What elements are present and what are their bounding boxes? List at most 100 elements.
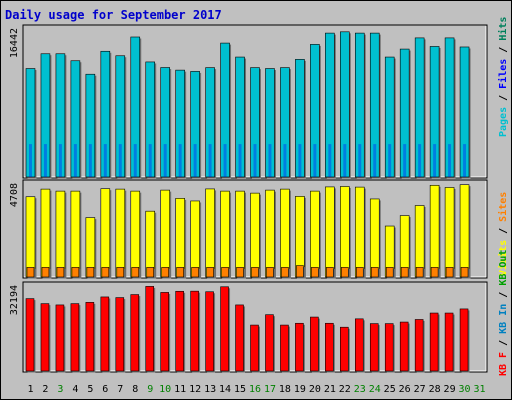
hits-bar xyxy=(429,46,440,178)
ymax-label-2: 4708 xyxy=(9,183,20,207)
day-label: 3 xyxy=(57,384,63,395)
sites-bar xyxy=(206,267,214,278)
visits-bar xyxy=(414,205,425,278)
visits-bar xyxy=(354,186,365,278)
day-label: 1 xyxy=(27,384,33,395)
kb-bar xyxy=(295,322,304,372)
sites-bar xyxy=(430,267,439,278)
hits-bar xyxy=(25,68,36,178)
day-label: 6 xyxy=(102,384,108,395)
legend-entry: KB Out xyxy=(498,250,509,286)
sites-bar xyxy=(221,267,229,278)
day-label: 26 xyxy=(399,384,411,395)
sites-bar xyxy=(445,267,454,278)
kb-bar xyxy=(220,286,229,372)
files-bar xyxy=(73,144,77,177)
day-label: 9 xyxy=(147,384,153,395)
files-bar xyxy=(238,144,242,177)
ymax-label-1: 16442 xyxy=(9,28,20,58)
files-bar xyxy=(403,144,407,177)
files-bar xyxy=(133,144,137,177)
visits-bar xyxy=(115,188,126,278)
files-bar xyxy=(193,144,197,177)
visits-bar xyxy=(250,192,260,278)
day-label: 31 xyxy=(473,384,485,395)
kb-bar xyxy=(280,324,289,372)
kb-bar xyxy=(414,319,424,372)
hits-bar xyxy=(220,42,230,178)
visits-bar xyxy=(100,188,111,278)
day-label: 18 xyxy=(279,384,291,395)
kb-bar xyxy=(429,312,439,372)
sites-bar xyxy=(101,267,110,278)
sites-bar xyxy=(326,267,334,278)
sites-bar xyxy=(71,267,80,278)
files-bar xyxy=(43,144,47,177)
legend-entry: KB F xyxy=(498,352,509,376)
sites-bar xyxy=(355,267,364,278)
visits-bar xyxy=(340,186,350,278)
hits-bar xyxy=(265,68,275,178)
visits-bar xyxy=(459,184,470,278)
kb-bar xyxy=(235,304,244,372)
hits-bar xyxy=(295,59,305,178)
sites-bar xyxy=(176,267,184,278)
files-bar xyxy=(253,144,257,177)
day-label: 5 xyxy=(87,384,93,395)
kb-bar xyxy=(340,326,349,372)
files-bar xyxy=(148,144,152,177)
visits-bar xyxy=(175,198,185,278)
legend-entry: KB In xyxy=(498,304,509,334)
hits-bar xyxy=(310,44,320,178)
day-label: 10 xyxy=(159,384,171,395)
kb-bar xyxy=(190,290,199,372)
files-bar xyxy=(103,144,107,177)
day-label: 23 xyxy=(354,384,366,395)
visits-bar xyxy=(220,190,230,278)
hits-bar xyxy=(354,32,365,178)
day-label: 8 xyxy=(132,384,138,395)
hits-bar xyxy=(190,71,200,178)
files-bar xyxy=(163,144,167,177)
hits-bar xyxy=(130,36,141,178)
visits-bar xyxy=(130,190,141,278)
legend-2: Visits / Sites xyxy=(497,192,509,276)
kb-bar xyxy=(145,286,155,372)
day-label: 16 xyxy=(249,384,261,395)
hits-bar xyxy=(325,32,335,178)
files-bar xyxy=(358,144,362,177)
hits-bar xyxy=(160,67,170,178)
kb-bar xyxy=(354,318,364,372)
sites-bar xyxy=(236,267,244,278)
sites-bar xyxy=(385,267,394,278)
legend-entry: Pages xyxy=(498,107,509,137)
day-label: 27 xyxy=(414,384,426,395)
files-bar xyxy=(418,144,422,177)
kb-bar xyxy=(384,323,394,372)
kb-bar xyxy=(444,312,454,372)
sites-bar xyxy=(56,267,65,278)
visits-bar xyxy=(280,188,290,278)
sites-bar xyxy=(116,267,125,278)
day-label: 12 xyxy=(189,384,201,395)
hits-bar xyxy=(459,46,470,178)
visits-bar xyxy=(369,198,380,278)
visits-bar xyxy=(325,186,335,278)
sites-bar xyxy=(460,267,469,278)
files-bar xyxy=(118,144,122,177)
hits-bar xyxy=(100,50,111,178)
files-bar xyxy=(178,144,182,177)
files-bar xyxy=(58,144,62,177)
kb-bar xyxy=(369,323,379,372)
visits-bar xyxy=(160,189,170,278)
hits-bar xyxy=(280,67,290,178)
files-bar xyxy=(448,144,452,177)
sites-bar xyxy=(311,267,319,278)
hits-bar xyxy=(340,31,350,178)
visits-bar xyxy=(190,200,200,278)
day-label: 17 xyxy=(264,384,276,395)
day-label: 28 xyxy=(429,384,441,395)
day-label: 14 xyxy=(219,384,231,395)
day-label: 29 xyxy=(444,384,456,395)
sites-bar xyxy=(341,267,349,278)
